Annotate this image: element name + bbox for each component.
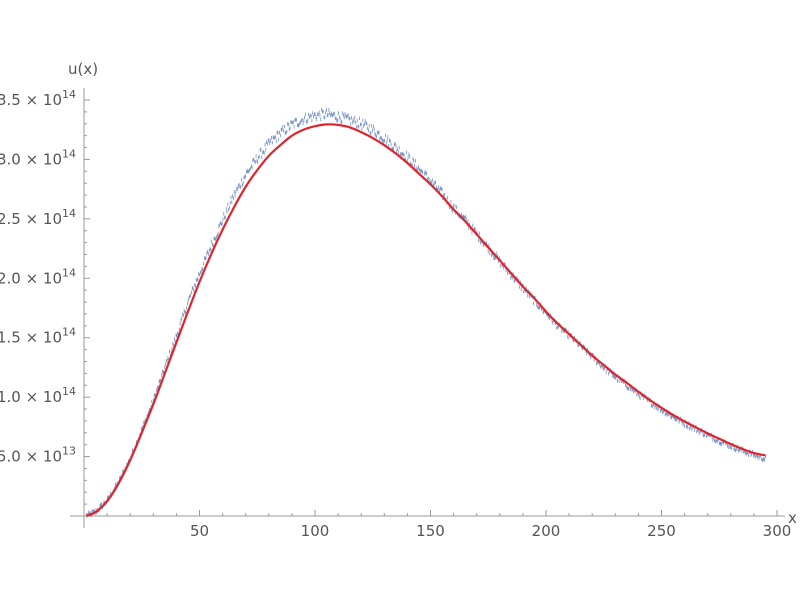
x-tick-label: 200 [532, 522, 561, 540]
x-axis-label: x [788, 509, 797, 527]
axis-labels: u(x) x [68, 60, 797, 527]
y-tick-label: 5.0 × 1013 [0, 445, 76, 466]
y-tick-label: 1.5 × 1014 [0, 326, 76, 347]
y-tick-label: 3.0 × 1014 [0, 147, 76, 168]
x-tick-label: 100 [301, 522, 330, 540]
y-tick-label: 3.5 × 1014 [0, 88, 76, 109]
fit-curve [85, 123, 766, 517]
y-axis-label: u(x) [68, 60, 98, 78]
axes: 50 100 150 200 250 300 5.0 × 1013 1.0 × 1014 1.5… [0, 88, 791, 540]
x-tick-label: 250 [647, 522, 676, 540]
y-tick-label: 2.0 × 1014 [0, 266, 76, 287]
x-tick-label: 150 [416, 522, 445, 540]
x-tick-label: 50 [190, 522, 209, 540]
y-tick-label: 1.0 × 1014 [0, 385, 76, 406]
x-tick-label: 300 [763, 522, 792, 540]
y-tick-label: 2.5 × 1014 [0, 207, 76, 228]
